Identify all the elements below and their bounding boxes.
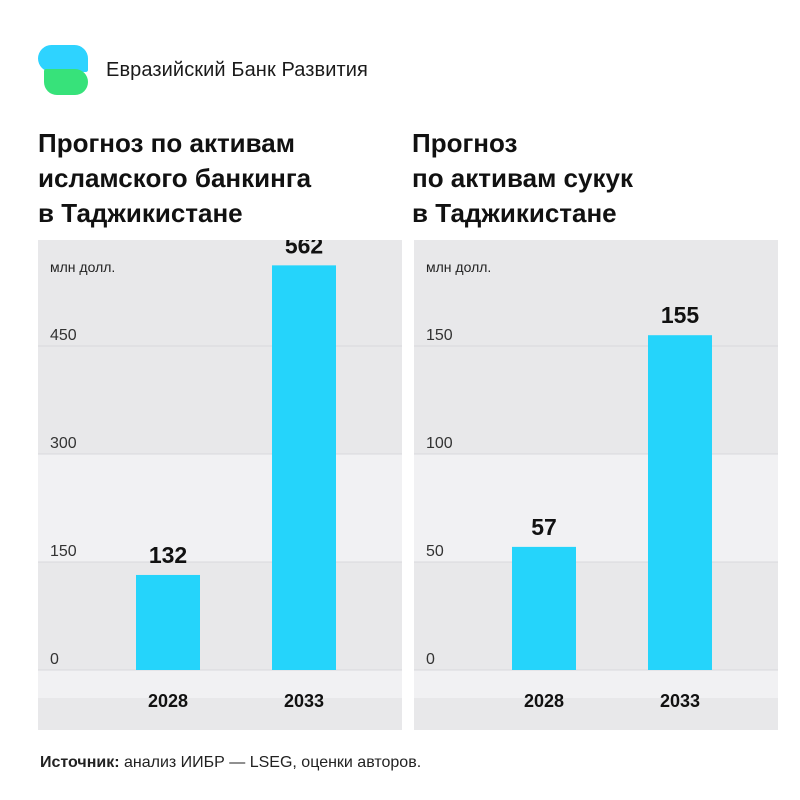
grid-band [38, 454, 402, 562]
chart-2-title-line: по активам сукук [412, 163, 633, 193]
x-category-label: 2033 [660, 691, 700, 711]
chart-2-title-line: в Таджикистане [412, 198, 617, 228]
chart-1-title: Прогноз по активам исламского банкинга в… [38, 126, 311, 231]
chart-1-panel: 0 150 300 450 млн долл. 132 2028 562 2033 [38, 240, 402, 730]
y-tick-label: 0 [426, 651, 435, 668]
y-tick-label: 50 [426, 543, 444, 560]
logo-bottom-shape [44, 69, 88, 95]
chart-1-title-line: исламского банкинга [38, 163, 312, 193]
chart-1-svg: 0 150 300 450 млн долл. 132 2028 562 2033 [38, 240, 402, 730]
chart-1-title-line: в Таджикистане [38, 198, 243, 228]
edb-logo-icon [38, 45, 88, 95]
source-label: Источник: [40, 754, 120, 771]
chart-2-title: Прогноз по активам сукук в Таджикистане [412, 126, 633, 231]
bar [512, 546, 576, 670]
chart-2-title-line: Прогноз [412, 128, 518, 158]
grid-band [414, 670, 778, 698]
bar-value-label: 155 [661, 302, 700, 328]
x-category-label: 2033 [284, 691, 324, 711]
bar-value-label: 562 [285, 240, 323, 258]
brand-name: Евразийский Банк Развития [106, 58, 368, 81]
chart-2-panel: 0 50 100 150 млн долл. 57 2028 155 2033 [414, 240, 778, 730]
y-tick-label: 150 [50, 543, 77, 560]
chart-1-title-line: Прогноз по активам [38, 128, 296, 158]
bar-value-label: 132 [149, 542, 187, 568]
y-tick-label: 150 [426, 327, 453, 344]
grid-band [38, 670, 402, 698]
logo-top-shape [38, 45, 88, 72]
bar [272, 265, 336, 670]
unit-label: млн долл. [426, 259, 491, 275]
bar-value-label: 57 [531, 514, 557, 540]
unit-label: млн долл. [50, 259, 115, 275]
bar [648, 335, 712, 670]
x-category-label: 2028 [524, 691, 564, 711]
header: Евразийский Банк Развития [38, 44, 368, 96]
bar [136, 574, 200, 670]
y-tick-label: 100 [426, 435, 453, 452]
source-text: анализ ИИБР — LSEG, оценки авторов. [119, 754, 422, 771]
chart-2-svg: 0 50 100 150 млн долл. 57 2028 155 2033 [414, 240, 778, 730]
x-category-label: 2028 [148, 691, 188, 711]
grid-band [414, 454, 778, 562]
source-note: Источник: анализ ИИБР — LSEG, оценки авт… [40, 754, 421, 772]
y-tick-label: 450 [50, 327, 77, 344]
y-tick-label: 300 [50, 435, 77, 452]
y-tick-label: 0 [50, 651, 59, 668]
